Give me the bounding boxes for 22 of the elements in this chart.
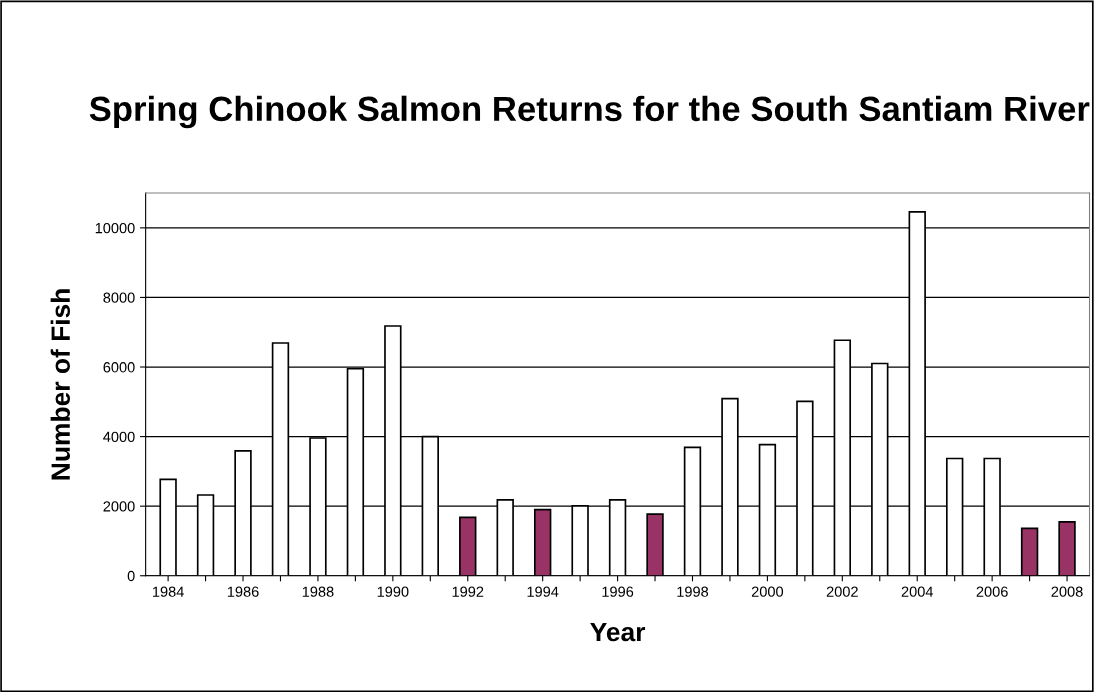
x-tick-label: 1996 [602, 586, 634, 597]
y-tick-label: 4000 [103, 431, 135, 443]
y-tick-label: 8000 [103, 292, 135, 303]
y-tick-label: 10000 [95, 222, 135, 234]
y-tick-label: 2000 [103, 501, 135, 512]
y-tick-label: 0 [127, 570, 135, 582]
x-tick-label: 1994 [527, 586, 559, 597]
chart-title: Spring Chinook Salmon Returns for the South Santiam River [89, 95, 1090, 129]
y-tick-label: 6000 [103, 362, 135, 373]
x-tick-label: 2002 [826, 586, 858, 597]
y-axis-title: Number of Fish [50, 289, 71, 480]
x-tick-label: 1984 [153, 586, 184, 597]
x-tick-label: 1998 [677, 586, 709, 597]
x-tick-label: 2000 [751, 586, 784, 597]
x-tick-label: 2006 [976, 586, 1008, 597]
x-tick-label: 2008 [1051, 586, 1083, 597]
x-tick-label: 1990 [377, 586, 409, 597]
x-tick-label: 1986 [227, 586, 259, 597]
x-axis-title: Year [590, 622, 646, 642]
x-tick-label: 2004 [901, 586, 934, 597]
x-tick-label: 1988 [302, 586, 334, 597]
x-tick-label: 1992 [452, 586, 484, 597]
